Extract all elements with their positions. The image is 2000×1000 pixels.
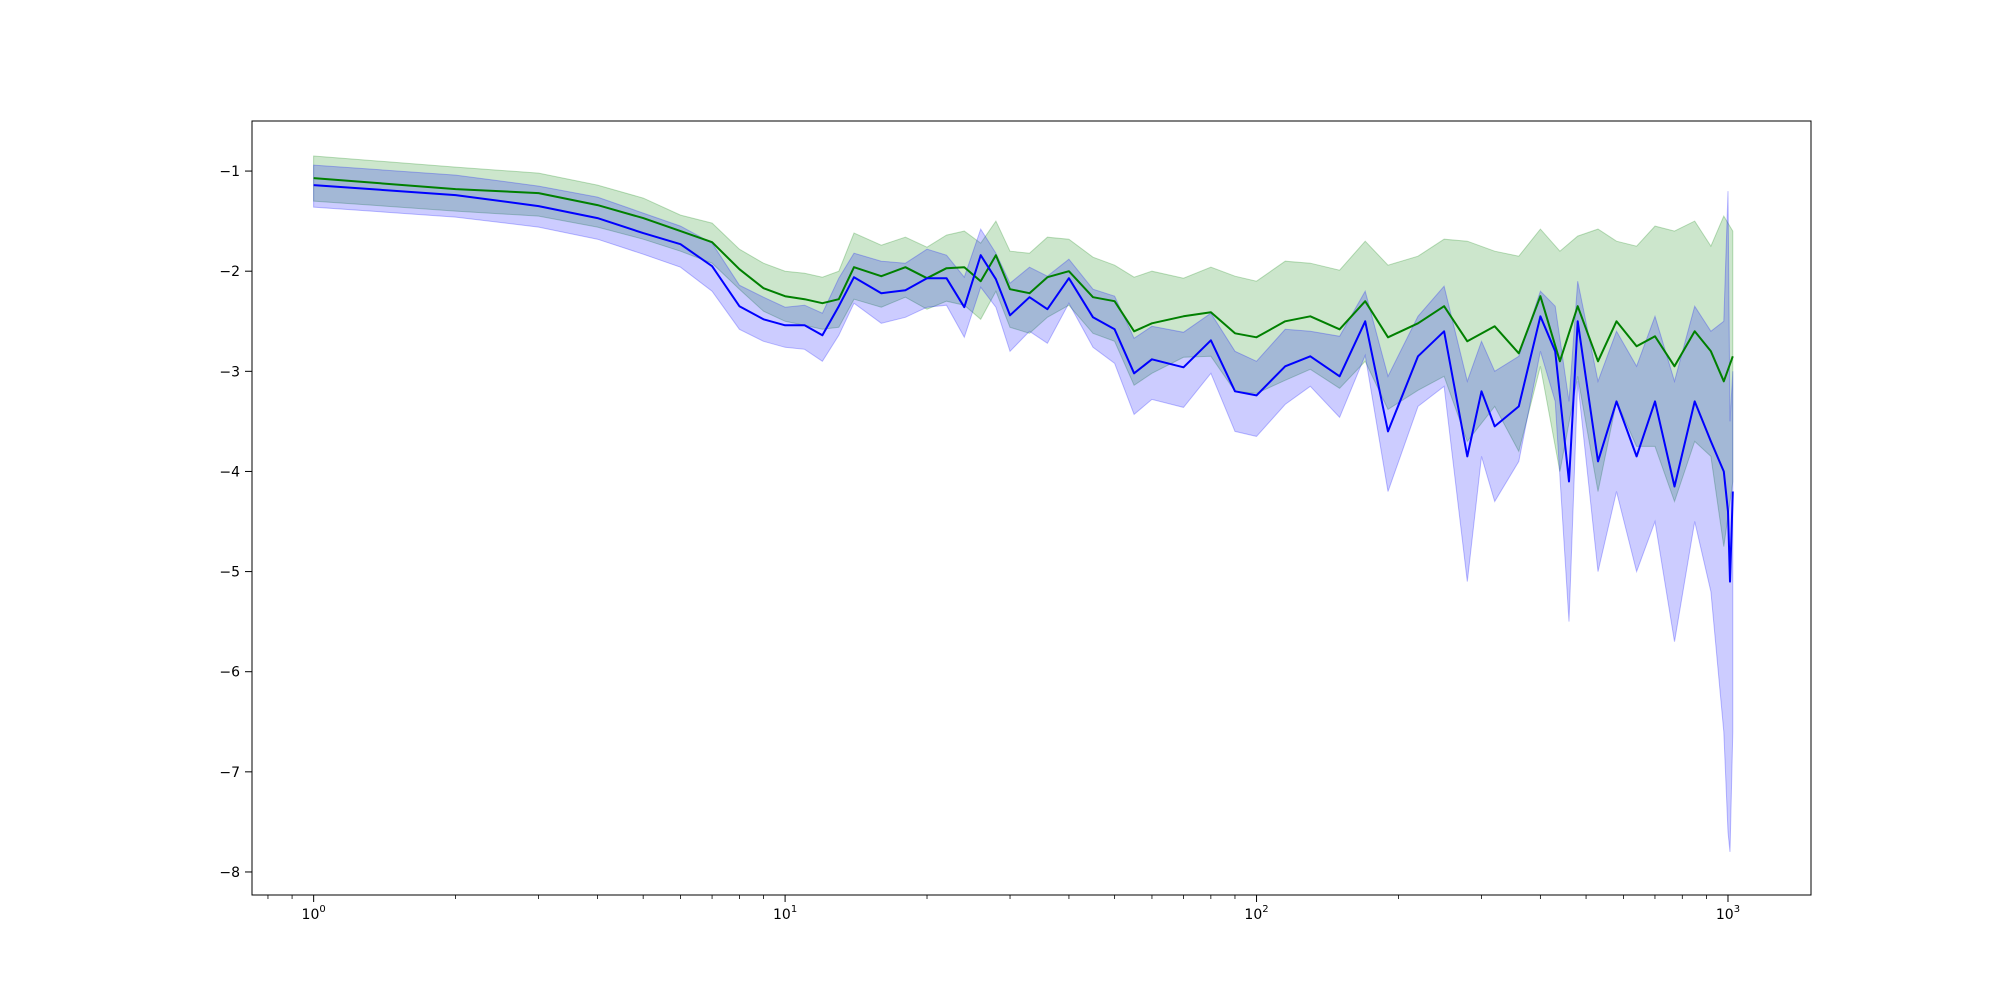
series-2-line xyxy=(313,184,1734,583)
series-lines xyxy=(313,177,1734,583)
y-tick-label: −3 xyxy=(219,364,240,380)
series-1-line xyxy=(313,177,1734,383)
y-tick-label: −7 xyxy=(219,765,240,781)
confidence-bands xyxy=(313,155,1734,852)
x-tick-label: 103 xyxy=(1716,904,1740,923)
x-tick-label: 102 xyxy=(1244,904,1268,923)
x-tick-label: 100 xyxy=(302,904,326,923)
y-tick-label: −8 xyxy=(219,865,240,881)
y-tick-label: −2 xyxy=(219,264,240,280)
y-tick-label: −1 xyxy=(219,164,240,180)
y-axis: −1 −2 −3 −4 −5 −6 −7 −8 xyxy=(219,164,252,881)
y-tick-label: −4 xyxy=(219,464,240,480)
y-tick-label: −6 xyxy=(219,665,240,681)
plot-frame xyxy=(251,120,1812,896)
x-tick-label: 101 xyxy=(773,904,797,923)
x-axis: 100 101 102 103 xyxy=(267,895,1740,923)
y-tick-label: −5 xyxy=(219,565,240,581)
